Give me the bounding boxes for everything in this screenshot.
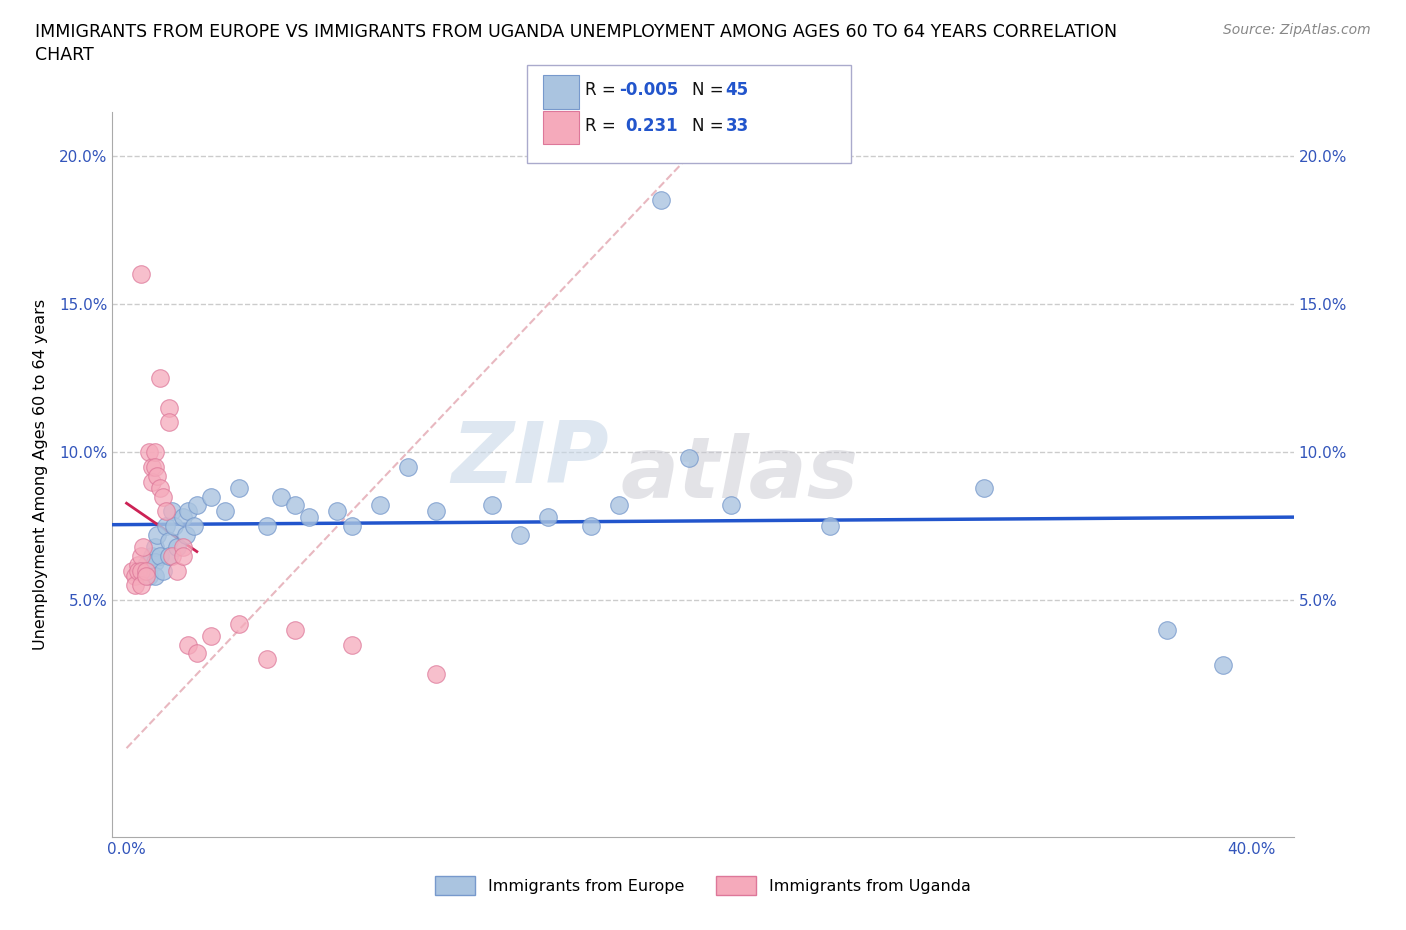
Point (152, 489, 174, 504)
Text: ZIP: ZIP (451, 418, 609, 501)
Point (340, 637, 363, 652)
Point (149, 371, 172, 386)
Point (177, 504, 200, 519)
Point (138, 569, 160, 584)
Point (368, 498, 391, 512)
Point (149, 480, 172, 495)
Point (124, 569, 146, 584)
Point (157, 534, 180, 549)
Point (509, 527, 531, 542)
Text: 33: 33 (725, 116, 749, 135)
Point (228, 480, 250, 495)
Point (135, 557, 157, 572)
Point (152, 563, 174, 578)
Point (818, 519, 841, 534)
Point (149, 549, 172, 564)
Legend: Immigrants from Europe, Immigrants from Uganda: Immigrants from Europe, Immigrants from … (429, 870, 977, 901)
Point (200, 629, 222, 644)
Point (166, 539, 188, 554)
Point (183, 519, 205, 534)
Point (298, 510, 321, 525)
Y-axis label: Unemployment Among Ages 60 to 64 years: Unemployment Among Ages 60 to 64 years (34, 299, 48, 650)
Point (163, 519, 186, 534)
Point (143, 539, 166, 554)
Point (425, 504, 447, 519)
Point (973, 480, 995, 495)
Text: IMMIGRANTS FROM EUROPE VS IMMIGRANTS FROM UGANDA UNEMPLOYMENT AMONG AGES 60 TO 6: IMMIGRANTS FROM EUROPE VS IMMIGRANTS FRO… (35, 23, 1118, 41)
Point (720, 498, 742, 512)
Text: R =: R = (585, 116, 621, 135)
Point (160, 549, 183, 564)
Point (1156, 622, 1178, 637)
Point (214, 504, 236, 519)
Point (129, 563, 152, 578)
Point (228, 617, 250, 631)
Point (135, 569, 157, 584)
Point (172, 539, 194, 554)
Point (186, 498, 208, 512)
Point (157, 415, 180, 430)
Point (340, 519, 363, 534)
Point (155, 504, 177, 519)
Point (129, 267, 152, 282)
Point (650, 193, 672, 208)
Point (157, 549, 180, 564)
Point (132, 539, 155, 554)
Point (177, 637, 200, 652)
Point (425, 667, 447, 682)
Text: -0.005: -0.005 (619, 81, 678, 100)
Point (129, 578, 152, 592)
Point (284, 498, 307, 512)
Point (200, 489, 222, 504)
Point (172, 510, 194, 525)
Point (326, 504, 349, 519)
Text: N =: N = (692, 81, 728, 100)
Point (143, 459, 166, 474)
Point (129, 563, 152, 578)
Point (143, 569, 166, 584)
Point (284, 622, 307, 637)
Text: Source: ZipAtlas.com: Source: ZipAtlas.com (1223, 23, 1371, 37)
Point (537, 510, 560, 525)
Point (174, 527, 197, 542)
Point (607, 498, 630, 512)
Point (141, 549, 163, 564)
Point (143, 445, 166, 459)
Point (155, 519, 177, 534)
Point (1212, 658, 1234, 672)
Text: 45: 45 (725, 81, 748, 100)
Point (135, 563, 157, 578)
Point (141, 474, 163, 489)
Point (138, 445, 160, 459)
Point (396, 459, 419, 474)
Point (678, 450, 700, 465)
Text: N =: N = (692, 116, 728, 135)
Point (172, 549, 194, 564)
Point (141, 459, 163, 474)
Point (127, 563, 149, 578)
Text: CHART: CHART (35, 46, 94, 64)
Point (121, 563, 143, 578)
Point (160, 504, 183, 519)
Point (166, 563, 188, 578)
Point (129, 549, 152, 564)
Point (256, 519, 278, 534)
Point (270, 489, 292, 504)
Text: R =: R = (585, 81, 621, 100)
Point (146, 469, 169, 484)
Text: 0.231: 0.231 (626, 116, 678, 135)
Point (127, 557, 149, 572)
Text: atlas: atlas (620, 432, 859, 516)
Point (157, 400, 180, 415)
Point (146, 527, 169, 542)
Point (481, 498, 503, 512)
Point (256, 652, 278, 667)
Point (124, 578, 146, 592)
Point (143, 554, 166, 569)
Point (579, 519, 602, 534)
Point (186, 646, 208, 661)
